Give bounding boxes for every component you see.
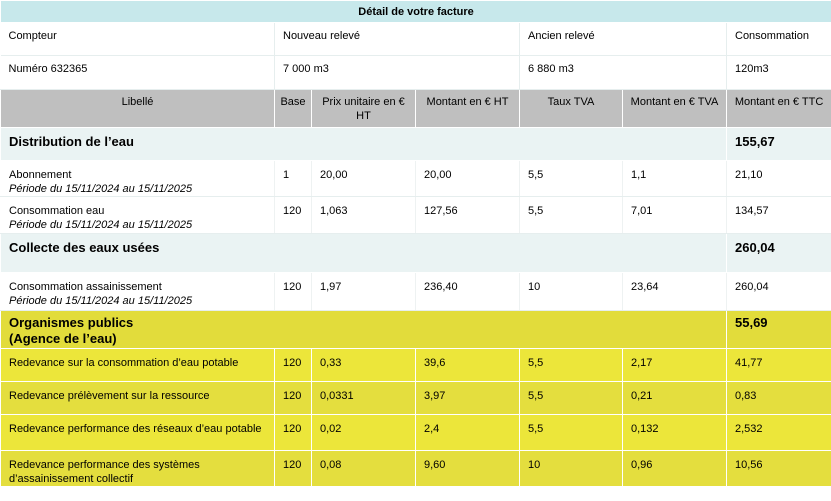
table-row: Redevance performance des systèmes d’ass… bbox=[0, 450, 831, 487]
row-tva: 5,5 bbox=[519, 160, 623, 197]
table-row: Redevance prélèvement sur la ressource 1… bbox=[0, 381, 831, 415]
row-prix: 1,97 bbox=[311, 272, 416, 311]
row-prix: 20,00 bbox=[311, 160, 416, 197]
row-ttc: 21,10 bbox=[725, 160, 831, 197]
row-period: Période du 15/11/2024 au 15/11/2025 bbox=[9, 219, 193, 231]
row-mtva: 7,01 bbox=[622, 196, 727, 234]
header-base: Base bbox=[274, 89, 312, 128]
row-period: Période du 15/11/2024 au 15/11/2025 bbox=[9, 295, 193, 307]
row-ht: 20,00 bbox=[415, 160, 520, 197]
row-tva: 5,5 bbox=[519, 348, 623, 382]
section-total: 55,69 bbox=[735, 315, 768, 330]
meter-number: Numéro 632365 bbox=[0, 55, 275, 90]
row-ttc: 0,83 bbox=[725, 381, 831, 415]
row-label: Redevance performance des réseaux d’eau … bbox=[0, 414, 275, 451]
row-base: 120 bbox=[274, 348, 312, 382]
invoice-table: Détail de votre facture Compteur Nouveau… bbox=[0, 0, 831, 487]
header-prix-unitaire: Prix unitaire en € HT bbox=[311, 89, 416, 128]
row-label: Abonnement bbox=[9, 169, 72, 181]
row-base: 120 bbox=[274, 450, 312, 487]
row-base: 120 bbox=[274, 272, 312, 311]
header-montant-ttc: Montant en € TTC bbox=[725, 89, 831, 128]
new-reading-label: Nouveau relevé bbox=[274, 22, 520, 56]
table-row: Redevance performance des réseaux d’eau … bbox=[0, 414, 831, 451]
meter-label: Compteur bbox=[0, 22, 275, 56]
row-label: Redevance sur la consommation d’eau pota… bbox=[0, 348, 275, 382]
table-row: Consommation eau Période du 15/11/2024 au… bbox=[0, 196, 831, 234]
row-prix: 1,063 bbox=[311, 196, 416, 234]
row-ht: 2,4 bbox=[415, 414, 520, 451]
row-mtva: 0,96 bbox=[622, 450, 727, 487]
table-row: Consommation assainissement Période du 15… bbox=[0, 272, 831, 311]
section-organismes: Organismes publics (Agence de l’eau) 55,6… bbox=[0, 310, 831, 349]
section-collecte: Collecte des eaux usées 260,04 bbox=[0, 233, 831, 273]
section-title: Collecte des eaux usées bbox=[9, 240, 160, 255]
row-prix: 0,08 bbox=[311, 450, 416, 487]
row-tva: 10 bbox=[519, 450, 623, 487]
row-ht: 236,40 bbox=[415, 272, 520, 311]
row-ttc: 41,77 bbox=[725, 348, 831, 382]
header-montant-ht: Montant en € HT bbox=[415, 89, 520, 128]
row-mtva: 2,17 bbox=[622, 348, 727, 382]
row-tva: 10 bbox=[519, 272, 623, 311]
header-montant-tva: Montant en € TVA bbox=[622, 89, 727, 128]
old-reading-value: 6 880 m3 bbox=[519, 55, 727, 90]
row-mtva: 23,64 bbox=[622, 272, 727, 311]
row-label: Consommation eau bbox=[9, 205, 105, 217]
row-ttc: 134,57 bbox=[725, 196, 831, 234]
section-title: Organismes publics (Agence de l’eau) bbox=[9, 315, 134, 346]
row-tva: 5,5 bbox=[519, 196, 623, 234]
row-label: Redevance performance des systèmes d’ass… bbox=[0, 450, 275, 487]
row-mtva: 0,21 bbox=[622, 381, 727, 415]
row-ttc: 260,04 bbox=[725, 272, 831, 311]
table-row: Redevance sur la consommation d’eau pota… bbox=[0, 348, 831, 382]
header-libelle: Libellé bbox=[0, 89, 275, 128]
invoice-title: Détail de votre facture bbox=[0, 0, 831, 23]
row-mtva: 0,132 bbox=[622, 414, 727, 451]
table-row: Abonnement Période du 15/11/2024 au 15/11… bbox=[0, 160, 831, 197]
row-ht: 39,6 bbox=[415, 348, 520, 382]
row-ttc: 10,56 bbox=[725, 450, 831, 487]
section-total: 260,04 bbox=[735, 240, 775, 255]
row-label: Redevance prélèvement sur la ressource bbox=[0, 381, 275, 415]
section-title: Distribution de l’eau bbox=[9, 134, 134, 149]
row-tva: 5,5 bbox=[519, 414, 623, 451]
row-ht: 9,60 bbox=[415, 450, 520, 487]
row-prix: 0,0331 bbox=[311, 381, 416, 415]
row-ttc: 2,532 bbox=[725, 414, 831, 451]
row-ht: 127,56 bbox=[415, 196, 520, 234]
old-reading-label: Ancien relevé bbox=[519, 22, 727, 56]
row-base: 120 bbox=[274, 381, 312, 415]
row-base: 120 bbox=[274, 414, 312, 451]
row-period: Période du 15/11/2024 au 15/11/2025 bbox=[9, 183, 193, 195]
section-total: 155,67 bbox=[735, 134, 775, 149]
row-base: 1 bbox=[274, 160, 312, 197]
row-tva: 5,5 bbox=[519, 381, 623, 415]
new-reading-value: 7 000 m3 bbox=[274, 55, 520, 90]
section-distribution: Distribution de l’eau 155,67 bbox=[0, 127, 831, 161]
row-ht: 3,97 bbox=[415, 381, 520, 415]
row-label: Consommation assainissement bbox=[9, 281, 162, 293]
row-base: 120 bbox=[274, 196, 312, 234]
row-prix: 0,02 bbox=[311, 414, 416, 451]
row-mtva: 1,1 bbox=[622, 160, 727, 197]
header-taux-tva: Taux TVA bbox=[519, 89, 623, 128]
consumption-label: Consommation bbox=[726, 22, 831, 56]
consumption-value: 120m3 bbox=[726, 55, 831, 90]
row-prix: 0,33 bbox=[311, 348, 416, 382]
